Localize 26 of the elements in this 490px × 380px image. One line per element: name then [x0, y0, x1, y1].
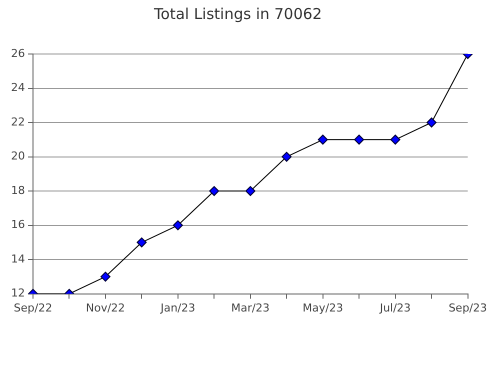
x-tick-label: Mar/23 — [231, 301, 270, 314]
y-tick-label: 24 — [10, 81, 25, 94]
point — [354, 134, 364, 145]
point — [390, 134, 400, 145]
x-tick-label: May/23 — [302, 301, 344, 314]
point — [100, 272, 110, 282]
y-tick-label: 22 — [10, 115, 25, 128]
y-tick-label: 20 — [10, 150, 25, 163]
x-tick-label: Jul/23 — [378, 301, 411, 314]
x-tick-label: Jan/23 — [160, 301, 196, 314]
x-tick-label: Sep/23 — [448, 301, 487, 314]
x-tick-label: Sep/22 — [14, 301, 52, 314]
y-tick-label: 26 — [10, 46, 25, 60]
y-tick-label: 14 — [10, 252, 25, 266]
point — [318, 134, 328, 145]
point — [136, 237, 147, 248]
point — [245, 186, 256, 196]
point — [426, 118, 437, 128]
x-tick-label: Nov/22 — [86, 301, 126, 314]
point — [209, 186, 220, 196]
point — [172, 220, 183, 230]
y-tick-label: 18 — [10, 184, 25, 197]
point — [282, 152, 292, 162]
y-tick-label: 12 — [10, 286, 25, 300]
y-tick-label: 16 — [10, 218, 25, 232]
chart-title: Total Listings in 70062 — [153, 4, 322, 23]
